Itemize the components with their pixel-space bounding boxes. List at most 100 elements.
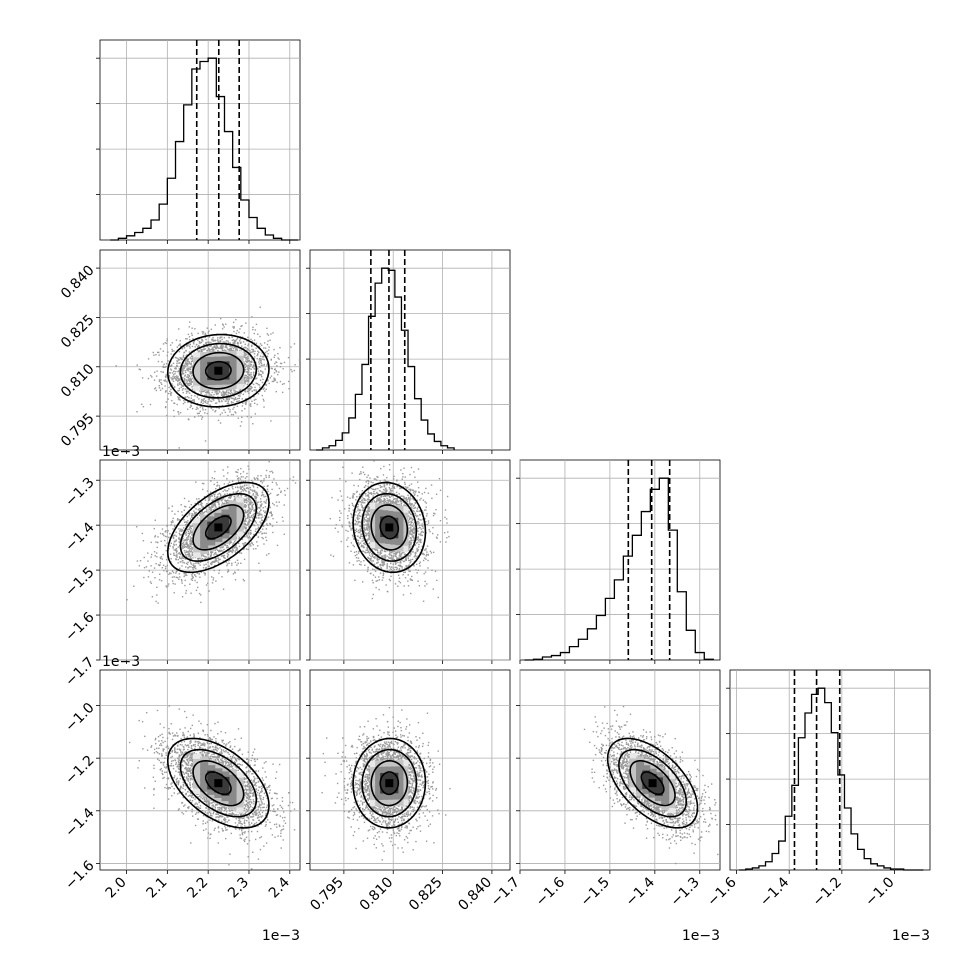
sample-point bbox=[191, 577, 194, 579]
sample-point bbox=[194, 395, 196, 397]
sample-point bbox=[238, 477, 240, 479]
sample-point bbox=[157, 564, 160, 566]
sample-point bbox=[203, 398, 206, 400]
sample-point bbox=[253, 364, 255, 366]
sample-point bbox=[221, 404, 224, 407]
sample-point bbox=[164, 375, 167, 378]
sample-point bbox=[227, 502, 230, 504]
sample-point bbox=[181, 529, 183, 531]
sample-point bbox=[171, 377, 174, 379]
sample-point bbox=[206, 327, 208, 329]
sample-point bbox=[191, 551, 194, 554]
sample-point bbox=[263, 363, 265, 366]
sample-point bbox=[168, 583, 170, 585]
sample-point bbox=[241, 324, 243, 327]
sample-point bbox=[189, 556, 192, 559]
sample-point bbox=[175, 376, 178, 379]
sample-point bbox=[236, 349, 239, 352]
sample-point bbox=[236, 486, 239, 488]
sample-point bbox=[228, 550, 231, 552]
sample-point bbox=[253, 356, 256, 358]
sample-point bbox=[214, 493, 216, 495]
sample-point bbox=[173, 552, 175, 554]
sample-point bbox=[244, 484, 246, 486]
sample-point bbox=[266, 523, 268, 525]
sample-point bbox=[216, 391, 218, 393]
sample-point bbox=[221, 347, 224, 350]
sample-point bbox=[242, 402, 244, 404]
sample-point bbox=[192, 554, 194, 557]
sample-point bbox=[294, 364, 296, 366]
sample-point bbox=[234, 551, 237, 553]
sample-point bbox=[183, 380, 186, 383]
sample-point bbox=[227, 340, 229, 342]
sample-point bbox=[192, 557, 194, 559]
sample-point bbox=[262, 525, 265, 527]
sample-point bbox=[179, 362, 181, 364]
sample-point bbox=[229, 342, 232, 344]
sample-point bbox=[211, 350, 214, 353]
sample-point bbox=[186, 359, 188, 361]
sample-point bbox=[187, 391, 189, 393]
sample-point bbox=[240, 325, 242, 328]
density-cell bbox=[200, 357, 209, 366]
sample-point bbox=[218, 572, 220, 574]
sample-point bbox=[155, 389, 158, 392]
sample-point bbox=[248, 521, 251, 523]
sample-point bbox=[205, 343, 208, 346]
sample-point bbox=[230, 401, 233, 403]
sample-point bbox=[215, 487, 217, 490]
sample-point bbox=[221, 546, 224, 549]
sample-point bbox=[248, 497, 250, 500]
sample-point bbox=[261, 503, 263, 505]
sample-point bbox=[181, 367, 184, 370]
sample-point bbox=[194, 566, 196, 568]
sample-point bbox=[268, 349, 270, 351]
sample-point bbox=[273, 377, 275, 379]
sample-point bbox=[247, 336, 249, 339]
sample-point bbox=[201, 398, 203, 401]
sample-point bbox=[178, 328, 180, 330]
sample-point bbox=[251, 386, 253, 389]
sample-point bbox=[233, 399, 235, 401]
sample-point bbox=[183, 527, 185, 529]
sample-point bbox=[233, 326, 235, 328]
sample-point bbox=[260, 480, 262, 483]
sample-point bbox=[228, 481, 231, 483]
sample-point bbox=[225, 398, 227, 400]
sample-point bbox=[247, 513, 249, 516]
sample-point bbox=[191, 407, 194, 410]
sample-point bbox=[162, 533, 164, 535]
sample-point bbox=[251, 344, 253, 346]
sample-point bbox=[251, 360, 253, 362]
sample-point bbox=[245, 375, 248, 377]
sample-point bbox=[252, 493, 255, 495]
sample-point bbox=[181, 368, 183, 371]
sample-point bbox=[208, 497, 210, 499]
sample-point bbox=[191, 345, 194, 348]
sample-point bbox=[225, 501, 228, 503]
sample-point bbox=[244, 489, 246, 492]
sample-point bbox=[223, 394, 226, 396]
sample-point bbox=[189, 560, 191, 563]
sample-point bbox=[218, 407, 220, 410]
sample-point bbox=[259, 521, 261, 523]
sample-point bbox=[186, 369, 188, 371]
sample-point bbox=[213, 569, 215, 572]
sample-point bbox=[165, 549, 167, 552]
sample-point bbox=[187, 520, 189, 522]
sample-point bbox=[250, 372, 252, 374]
sample-point bbox=[207, 553, 209, 556]
sample-point bbox=[175, 339, 178, 341]
sample-point bbox=[227, 397, 229, 399]
sample-point bbox=[141, 532, 144, 535]
sample-point bbox=[228, 551, 230, 554]
sample-point bbox=[187, 343, 189, 345]
sample-point bbox=[184, 369, 186, 372]
sample-point bbox=[208, 565, 210, 568]
sample-point bbox=[174, 367, 177, 369]
sample-point bbox=[176, 549, 178, 552]
sample-point bbox=[187, 401, 189, 404]
sample-point bbox=[184, 362, 187, 365]
sample-point bbox=[183, 575, 185, 578]
